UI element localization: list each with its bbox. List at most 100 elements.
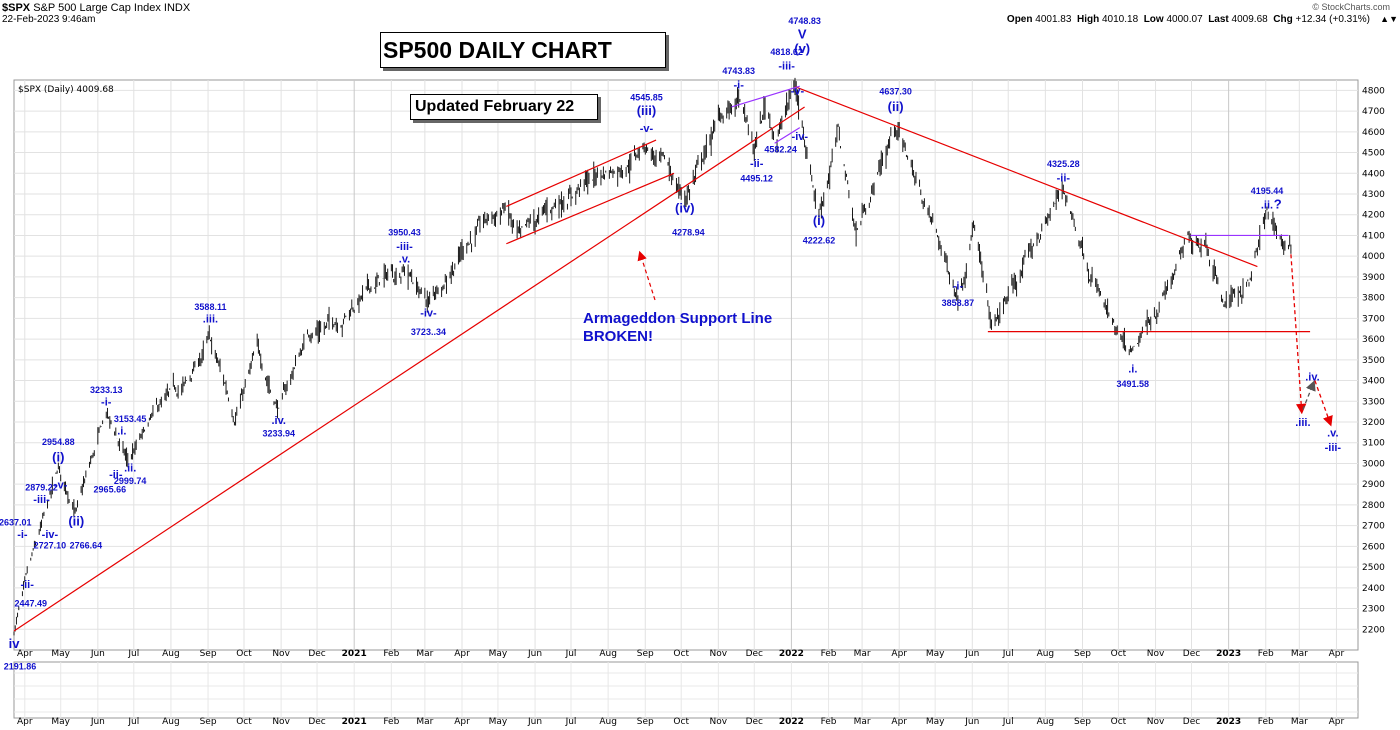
x-tick-label: May bbox=[489, 717, 508, 727]
y-tick-label: 4400 bbox=[1362, 169, 1385, 179]
wave-label: -iii- bbox=[778, 61, 795, 73]
chart-header-symbol: $SPX S&P 500 Large Cap Index INDX bbox=[2, 2, 190, 14]
chart-grid bbox=[14, 80, 1358, 718]
x-tick-label: Aug bbox=[599, 717, 617, 727]
wave-label: 4637.30 bbox=[879, 87, 912, 97]
wave-label: .iii. bbox=[203, 314, 218, 326]
y-tick-label: 4800 bbox=[1362, 86, 1385, 96]
y-tick-label: 3200 bbox=[1362, 418, 1385, 428]
low-value: 4000.07 bbox=[1166, 14, 1203, 25]
wave-label: -iv- bbox=[792, 131, 809, 143]
x-tick-label: Dec bbox=[308, 649, 325, 659]
y-tick-label: 3300 bbox=[1362, 397, 1385, 407]
x-tick-label: Nov bbox=[272, 717, 290, 727]
x-tick-label: Apr bbox=[454, 649, 470, 659]
wave-label: 2447.49 bbox=[14, 598, 47, 608]
chg-label: Chg bbox=[1273, 14, 1293, 25]
wave-label: -v- bbox=[54, 479, 68, 491]
y-tick-label: 2600 bbox=[1362, 542, 1385, 552]
wave-label: -iii- bbox=[1325, 442, 1342, 454]
wave-label: 3153.45 bbox=[114, 414, 147, 424]
x-tick-label: Dec bbox=[746, 717, 763, 727]
y-tick-label: 3700 bbox=[1362, 314, 1385, 324]
x-tick-label: Jul bbox=[127, 717, 139, 727]
x-tick-label: Apr bbox=[891, 649, 907, 659]
x-tick-label: 2022 bbox=[779, 649, 804, 659]
wave-label: 2954.88 bbox=[42, 437, 75, 447]
x-tick-label: Apr bbox=[17, 717, 33, 727]
x-tick-label: Feb bbox=[383, 717, 399, 727]
x-tick-label: Apr bbox=[891, 717, 907, 727]
y-tick-label: 3900 bbox=[1362, 273, 1385, 283]
y-tick-label: 3400 bbox=[1362, 377, 1385, 387]
x-tick-label: 2021 bbox=[342, 649, 367, 659]
wave-label: .iii. bbox=[1295, 417, 1310, 429]
chg-value: +12.34 (+0.31%) bbox=[1295, 14, 1371, 25]
lower-panel-frame bbox=[13, 661, 1359, 719]
wave-label: -iii- bbox=[396, 241, 413, 253]
wave-label: 2879.22 bbox=[25, 482, 58, 492]
wave-label: .v. bbox=[399, 253, 410, 265]
wave-label: 4325.28 bbox=[1047, 159, 1080, 169]
x-tick-label: Sep bbox=[637, 717, 654, 727]
x-tick-label: Aug bbox=[599, 649, 617, 659]
wave-label: (iv) bbox=[675, 201, 695, 216]
x-tick-label: May bbox=[926, 649, 945, 659]
wave-label: -i- bbox=[17, 529, 28, 541]
wave-label: 3858.87 bbox=[942, 298, 975, 308]
scroll-arrows[interactable]: ▲▼ bbox=[1380, 14, 1398, 24]
symbol: $SPX bbox=[2, 2, 31, 14]
wave-label: 4222.62 bbox=[803, 236, 836, 246]
trendline bbox=[13, 106, 805, 632]
wave-label: 2637.01 bbox=[0, 518, 31, 528]
x-tick-label: Jun bbox=[964, 649, 979, 659]
wave-label: .ii. bbox=[1261, 200, 1273, 212]
x-tick-label: May bbox=[489, 649, 508, 659]
trendlines bbox=[13, 85, 1311, 632]
x-tick-label: Jun bbox=[964, 717, 979, 727]
wave-label: (ii) bbox=[68, 514, 84, 529]
wave-label: -i- bbox=[953, 280, 964, 292]
x-tick-label: Jun bbox=[527, 717, 542, 727]
wave-label: .v. bbox=[1327, 428, 1338, 440]
wave-label: 4195.44 bbox=[1251, 186, 1284, 196]
x-tick-label: Dec bbox=[1183, 649, 1200, 659]
open-label: Open bbox=[1006, 14, 1033, 25]
x-tick-label: May bbox=[51, 717, 70, 727]
x-tick-label: Oct bbox=[673, 717, 689, 727]
x-tick-label: Aug bbox=[162, 717, 180, 727]
x-tick-label: 2022 bbox=[779, 717, 804, 727]
trendline bbox=[506, 172, 675, 245]
wave-label: -iii- bbox=[33, 494, 50, 506]
watermark: © StockCharts.com bbox=[1312, 2, 1390, 12]
wave-label: 4495.12 bbox=[740, 174, 773, 184]
x-tick-label: Jun bbox=[90, 649, 105, 659]
wave-label: -v- bbox=[791, 86, 805, 98]
y-tick-label: 4700 bbox=[1362, 107, 1385, 117]
x-tick-label: Dec bbox=[746, 649, 763, 659]
projection-arrows bbox=[1290, 254, 1333, 427]
x-tick-label: Sep bbox=[637, 649, 654, 659]
price-bars bbox=[13, 77, 1292, 636]
y-tick-label: 4200 bbox=[1362, 211, 1385, 221]
x-tick-label: 2023 bbox=[1216, 717, 1241, 727]
x-tick-label: Jun bbox=[527, 649, 542, 659]
wave-label: -ii- bbox=[20, 579, 34, 591]
y-tick-label: 4500 bbox=[1362, 149, 1385, 159]
y-tick-label: 2700 bbox=[1362, 522, 1385, 532]
wave-label: 3723..34 bbox=[411, 327, 446, 337]
wave-label: 2727.10 bbox=[34, 540, 67, 550]
index-name: S&P 500 Large Cap Index bbox=[33, 2, 161, 14]
x-tick-label: Jul bbox=[565, 717, 577, 727]
x-tick-label: Aug bbox=[162, 649, 180, 659]
wave-label: -iv- bbox=[420, 307, 437, 319]
projection-arrow bbox=[1302, 380, 1316, 410]
x-tick-label: Feb bbox=[1258, 717, 1274, 727]
wave-label: 3233.94 bbox=[262, 429, 295, 439]
wave-label: 4743.83 bbox=[722, 66, 755, 76]
x-tick-label: Jul bbox=[1002, 717, 1014, 727]
wave-label: -v- bbox=[640, 123, 654, 135]
x-tick-label: Feb bbox=[821, 717, 837, 727]
y-tick-label: 2200 bbox=[1362, 625, 1385, 635]
